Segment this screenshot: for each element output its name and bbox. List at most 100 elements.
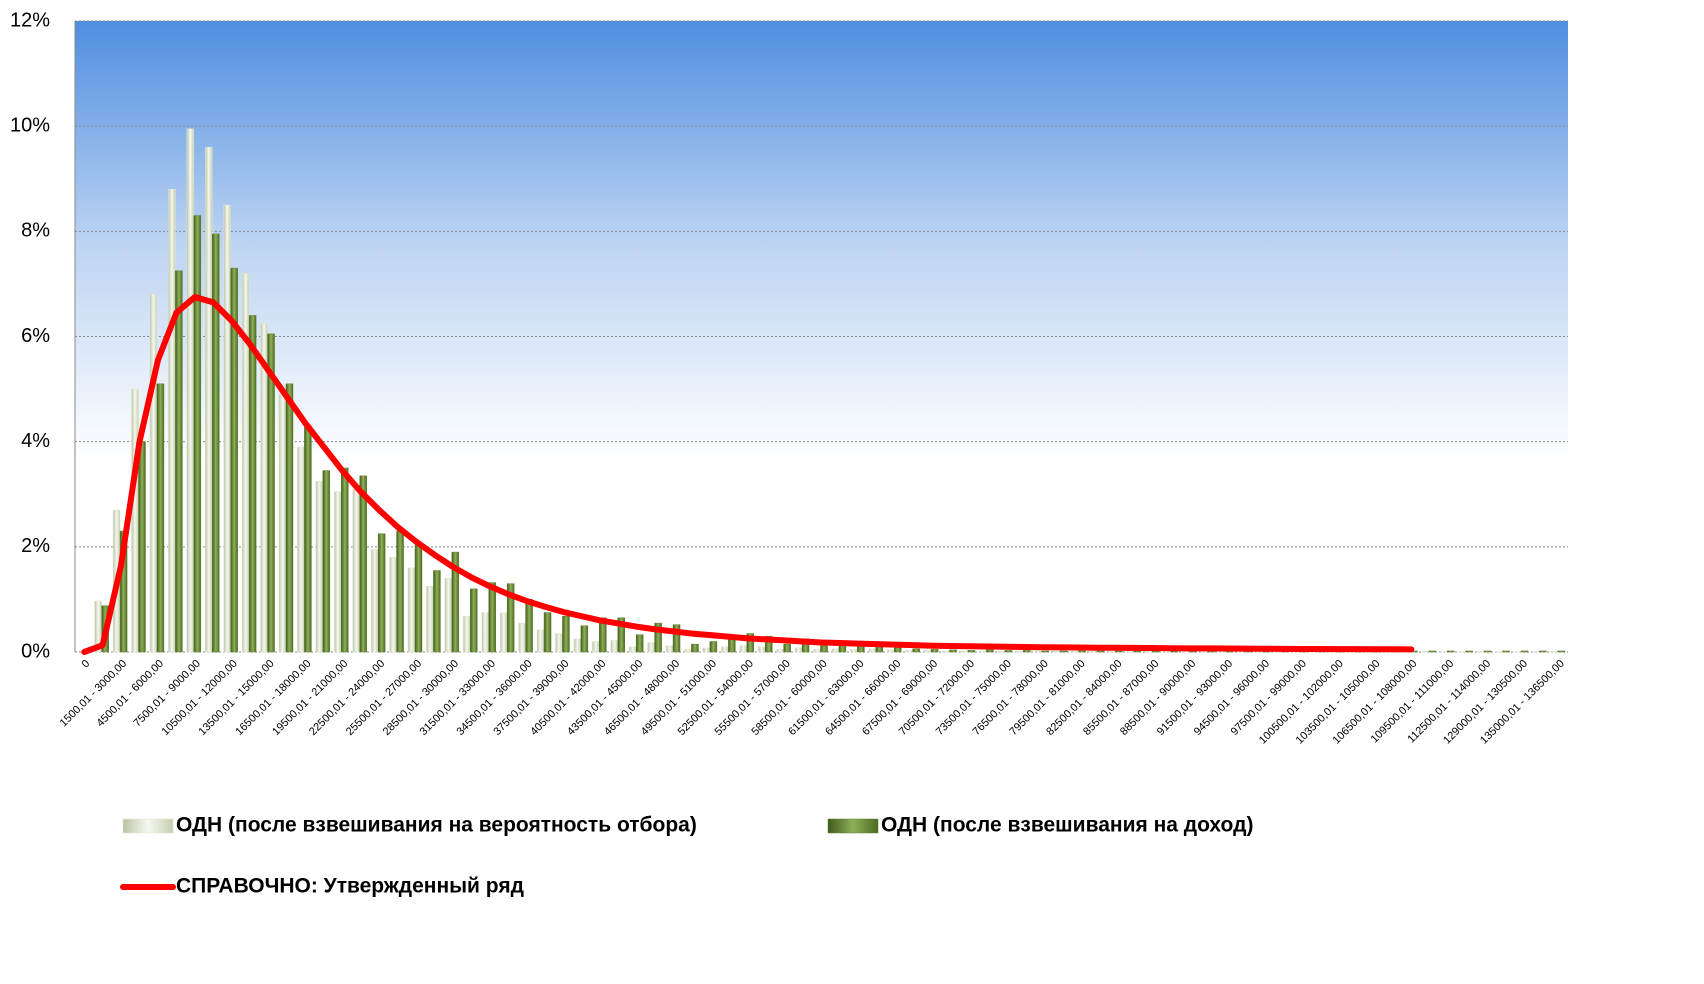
bar bbox=[764, 635, 773, 653]
bar bbox=[315, 480, 324, 653]
bar bbox=[1059, 650, 1068, 653]
bar bbox=[1023, 650, 1031, 653]
bar bbox=[1145, 650, 1153, 653]
bar bbox=[543, 612, 552, 653]
bar bbox=[304, 425, 312, 653]
bar bbox=[499, 612, 508, 653]
bar bbox=[1476, 651, 1485, 653]
bar bbox=[868, 648, 877, 653]
bar bbox=[1041, 650, 1049, 653]
x-tick-label: 1500,01 - 3000,00 bbox=[58, 658, 130, 730]
bar bbox=[1133, 650, 1142, 653]
bar bbox=[1428, 650, 1437, 653]
legend-label: ОДН (после взвешивания на доход) bbox=[881, 814, 1253, 837]
bar bbox=[979, 650, 987, 653]
bar bbox=[672, 624, 681, 653]
bar bbox=[647, 642, 655, 653]
bar bbox=[886, 649, 895, 653]
bar bbox=[654, 622, 662, 653]
bar bbox=[525, 599, 533, 653]
y-tick-label: 12% bbox=[10, 9, 50, 31]
bar bbox=[414, 543, 423, 653]
bar bbox=[131, 388, 139, 653]
y-tick-label: 8% bbox=[21, 220, 50, 242]
bar bbox=[1034, 650, 1042, 653]
bar bbox=[757, 646, 766, 653]
y-tick-label: 4% bbox=[21, 430, 50, 452]
bar bbox=[1115, 650, 1123, 653]
bar bbox=[665, 645, 674, 653]
bar bbox=[1520, 650, 1529, 653]
bar bbox=[1108, 650, 1116, 653]
bar bbox=[691, 643, 699, 653]
bar bbox=[1539, 650, 1547, 653]
bar bbox=[1465, 650, 1473, 653]
bar bbox=[967, 650, 976, 653]
bar bbox=[1052, 650, 1061, 653]
bar bbox=[444, 578, 453, 653]
bar bbox=[709, 641, 718, 653]
bar bbox=[794, 647, 803, 653]
bar bbox=[617, 617, 625, 653]
bar bbox=[893, 647, 902, 653]
bar bbox=[1446, 650, 1455, 653]
bar bbox=[156, 383, 165, 653]
bar bbox=[721, 646, 729, 653]
bar bbox=[905, 650, 913, 653]
bar bbox=[580, 625, 589, 653]
bar bbox=[923, 650, 932, 653]
bar bbox=[776, 649, 784, 653]
bar bbox=[831, 648, 840, 653]
legend-swatch bbox=[827, 818, 879, 834]
x-tick-label: 0 bbox=[80, 658, 93, 671]
y-tick-label: 6% bbox=[21, 325, 50, 347]
legend-label: ОДН (после взвешивания на вероятность от… bbox=[176, 814, 697, 837]
bar bbox=[506, 583, 515, 653]
bar bbox=[1557, 650, 1566, 653]
bar bbox=[168, 189, 176, 653]
legend-swatch bbox=[122, 818, 174, 834]
bar bbox=[536, 629, 545, 653]
x-tick-label: 4500,01 - 6000,00 bbox=[94, 658, 166, 730]
bar bbox=[610, 640, 618, 653]
bar bbox=[850, 649, 858, 653]
bar bbox=[1550, 651, 1559, 653]
y-tick-label: 10% bbox=[10, 114, 50, 136]
bar bbox=[334, 491, 342, 653]
bar bbox=[518, 622, 526, 653]
bar bbox=[481, 612, 489, 653]
bar bbox=[635, 634, 644, 653]
bar bbox=[1078, 650, 1086, 653]
bar bbox=[1495, 651, 1503, 653]
bar bbox=[211, 233, 220, 653]
bar bbox=[230, 267, 238, 653]
bar bbox=[684, 649, 692, 653]
bar bbox=[1126, 650, 1135, 653]
bar bbox=[488, 582, 496, 653]
bar bbox=[739, 645, 748, 653]
bar bbox=[555, 633, 563, 653]
bar bbox=[783, 643, 791, 653]
bar bbox=[204, 146, 213, 653]
bar bbox=[193, 215, 202, 653]
bar bbox=[1152, 650, 1160, 653]
bar bbox=[1513, 651, 1522, 653]
legend-label: СПРАВОЧНО: Утвержденный ряд bbox=[176, 875, 524, 898]
bar bbox=[1483, 650, 1492, 653]
bar bbox=[186, 128, 195, 653]
bar bbox=[1439, 651, 1448, 653]
bar bbox=[986, 649, 994, 653]
bar bbox=[813, 649, 821, 653]
bar bbox=[702, 647, 711, 653]
bar bbox=[1421, 651, 1430, 653]
bar bbox=[960, 650, 969, 653]
bar bbox=[285, 383, 294, 653]
bar bbox=[562, 615, 570, 653]
bar bbox=[463, 615, 471, 653]
bar bbox=[322, 470, 331, 653]
bar bbox=[396, 530, 404, 653]
bar bbox=[278, 394, 287, 653]
bar bbox=[746, 633, 755, 653]
